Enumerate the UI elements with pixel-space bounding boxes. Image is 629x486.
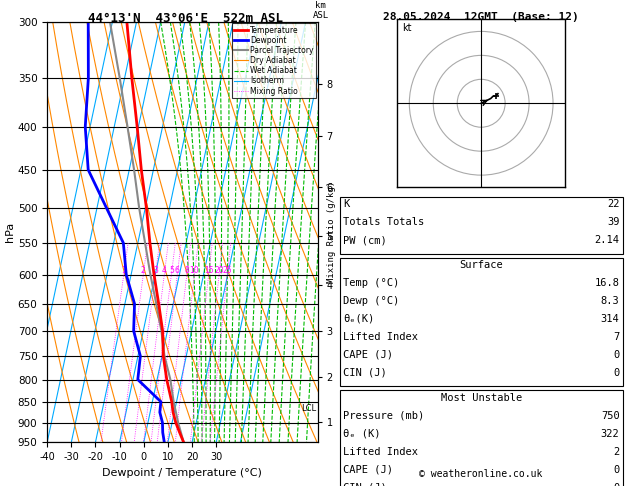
Text: 1: 1 [121,266,126,275]
Text: © weatheronline.co.uk: © weatheronline.co.uk [420,469,543,479]
Text: θₑ (K): θₑ (K) [343,429,381,439]
Text: θₑ(K): θₑ(K) [343,314,374,324]
Y-axis label: hPa: hPa [5,222,15,242]
Text: LCL: LCL [301,403,316,413]
Text: 0: 0 [613,350,620,360]
Text: Lifted Index: Lifted Index [343,332,418,342]
Text: 15: 15 [204,266,213,275]
Text: Most Unstable: Most Unstable [440,393,522,403]
Text: 5: 5 [169,266,174,275]
Text: 750: 750 [601,411,620,421]
Text: 3: 3 [153,266,158,275]
Text: CIN (J): CIN (J) [343,483,387,486]
Text: Lifted Index: Lifted Index [343,447,418,457]
Text: 322: 322 [601,429,620,439]
Text: 8.3: 8.3 [601,296,620,306]
Text: 2.14: 2.14 [594,235,620,245]
Text: 314: 314 [601,314,620,324]
Text: 4: 4 [162,266,167,275]
Text: 8: 8 [184,266,189,275]
Text: Dewp (°C): Dewp (°C) [343,296,399,306]
Text: 28.05.2024  12GMT  (Base: 12): 28.05.2024 12GMT (Base: 12) [383,12,579,22]
Text: 16.8: 16.8 [594,278,620,288]
X-axis label: Dewpoint / Temperature (°C): Dewpoint / Temperature (°C) [103,468,262,478]
Text: Surface: Surface [459,260,503,270]
Text: 25: 25 [223,266,232,275]
Text: 7: 7 [613,332,620,342]
Text: 0: 0 [613,483,620,486]
Text: 0: 0 [613,465,620,475]
Text: Pressure (mb): Pressure (mb) [343,411,424,421]
Text: km
ASL: km ASL [313,1,329,20]
Text: 39: 39 [607,217,620,227]
Text: kt: kt [402,23,411,34]
Text: 2: 2 [613,447,620,457]
Text: CAPE (J): CAPE (J) [343,350,392,360]
Text: PW (cm): PW (cm) [343,235,387,245]
Text: 6: 6 [175,266,180,275]
Text: CIN (J): CIN (J) [343,368,387,378]
Text: K: K [343,199,349,209]
Text: 22: 22 [607,199,620,209]
Text: Temp (°C): Temp (°C) [343,278,399,288]
Text: 0: 0 [613,368,620,378]
Legend: Temperature, Dewpoint, Parcel Trajectory, Dry Adiabat, Wet Adiabat, Isotherm, Mi: Temperature, Dewpoint, Parcel Trajectory… [232,23,316,98]
Text: 20: 20 [214,266,224,275]
Text: 10: 10 [189,266,199,275]
Text: 2: 2 [141,266,146,275]
Text: CAPE (J): CAPE (J) [343,465,392,475]
Text: Totals Totals: Totals Totals [343,217,424,227]
Text: 44°13'N  43°06'E  522m ASL: 44°13'N 43°06'E 522m ASL [88,12,283,25]
Text: Mixing Ratio (g/kg): Mixing Ratio (g/kg) [327,181,336,283]
